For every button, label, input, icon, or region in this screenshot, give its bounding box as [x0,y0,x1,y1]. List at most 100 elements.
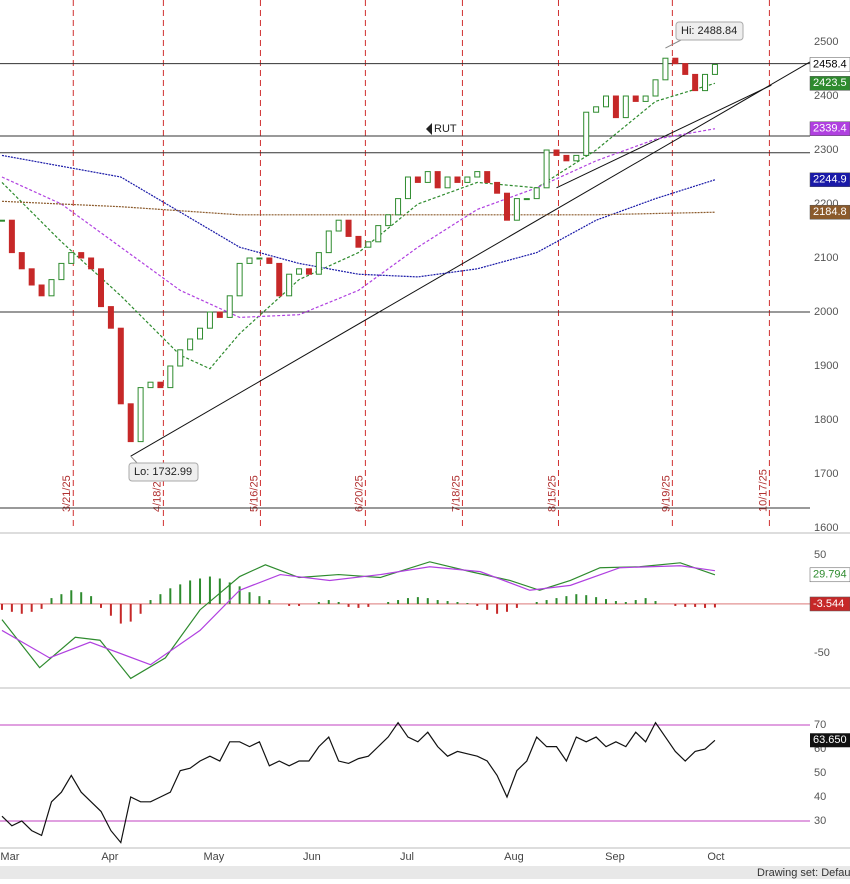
histogram-bar [199,578,202,604]
candle [137,387,144,443]
candle [642,95,649,102]
x-tick-label: Mar [0,851,19,863]
candle [612,95,619,119]
candle [157,381,164,389]
histogram-bar [426,598,429,604]
candle [28,268,35,286]
histogram-bar [397,600,400,604]
histogram-bar [347,603,350,607]
histogram-bar [436,600,439,604]
candle [256,257,263,260]
candle [197,327,204,340]
histogram-bar [159,594,162,604]
low-label: Lo: 1732.99 [134,466,192,478]
candle [395,198,402,216]
high-box [675,21,744,41]
histogram-bar [169,588,172,604]
y-tick-label: 1700 [814,468,838,480]
candle [533,187,540,200]
y-tick-label: -50 [814,647,830,659]
indicator-line [1,561,716,680]
rsi-line [1,721,716,844]
histogram-bar [179,584,182,604]
candle [236,262,243,297]
candle [286,273,293,297]
histogram-bar [674,603,677,606]
candle [266,257,273,264]
candle [68,252,75,264]
histogram-bar [595,597,598,604]
histogram-bar [119,603,122,624]
histogram-bar [129,603,132,622]
histogram-bar [505,603,508,612]
histogram-bar [555,598,558,604]
histogram-bar [60,594,63,604]
ma-value: 2339.4 [813,123,847,135]
histogram-bar [466,602,469,604]
histogram-bar [238,586,241,604]
event-label: 5/16/25 [248,475,260,512]
histogram-bar [248,592,251,604]
candle [8,219,15,254]
candle [355,235,362,248]
candle [622,95,629,119]
trendline [556,84,772,189]
candle [702,73,709,92]
histogram-bar [10,603,13,612]
ma-value-box [809,172,850,188]
high-label: Hi: 2488.84 [681,25,737,37]
candle [98,268,105,308]
last-price-box [809,57,850,72]
histogram-bar [634,600,637,604]
y-tick-label: 30 [814,815,826,827]
candle [662,57,669,81]
event-label: 10/17/25 [757,469,769,512]
y-tick-label: 2500 [814,36,838,48]
indicator-line [1,82,716,370]
histogram-bar [327,600,330,604]
candle [424,171,431,183]
ma-value-box [809,204,850,220]
histogram-bar [684,603,687,607]
candle [385,214,392,227]
candle [315,252,322,275]
histogram-bar [268,600,271,604]
candle [652,79,659,97]
indicator-line [1,565,716,666]
candle [494,181,501,194]
histogram-bar [605,599,608,604]
histogram-bar [704,603,707,608]
candle [404,176,411,200]
histogram-bar [575,594,578,604]
indicator-line [1,200,715,216]
histogram-bar [446,601,449,604]
y-tick-label: 2100 [814,252,838,264]
ma-value: 2423.5 [813,77,847,89]
histogram-bar [545,600,548,604]
candle [0,219,5,222]
candle [107,306,114,329]
drawing-set[interactable]: Drawing set: Defau [757,867,850,879]
y-tick-label: 50 [814,767,826,779]
histogram-bar [654,601,657,604]
histogram-bar [109,603,112,616]
histogram-bar [367,603,370,607]
candle [583,111,590,156]
hist-value: -3.544 [813,598,844,610]
last-price: 2458.4 [813,58,847,70]
candle [246,257,253,264]
y-tick-label: 70 [814,719,826,731]
hist-value-box [809,596,850,612]
event-label: 9/19/25 [660,475,672,512]
y-tick-label: 2000 [814,306,838,318]
candle [18,252,25,270]
candle [147,381,154,389]
macd-value-box [809,567,850,583]
y-tick-label: 1900 [814,360,838,372]
candle [513,198,520,221]
histogram-bar [70,590,73,604]
low-box [128,462,199,482]
event-label: 8/15/25 [546,475,558,512]
candle [88,257,95,270]
y-tick-label: 1600 [814,522,838,534]
